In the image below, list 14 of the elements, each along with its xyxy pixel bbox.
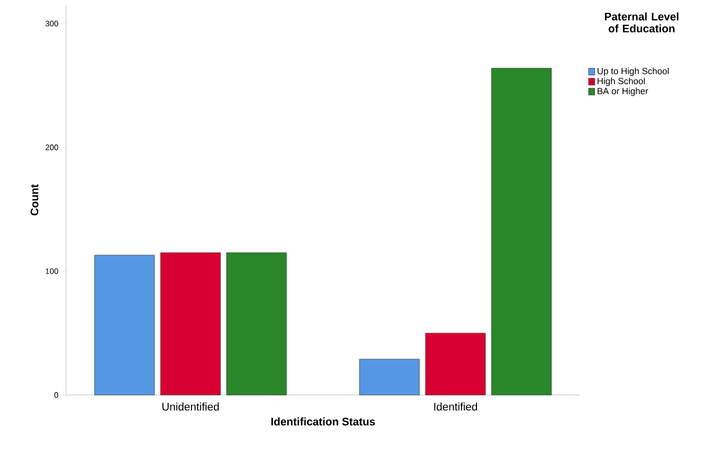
bar	[160, 252, 221, 396]
bar	[425, 332, 486, 396]
legend-label: BA or Higher	[598, 88, 648, 96]
legend-title: Paternal Level of Education	[604, 12, 678, 32]
x-tick-label: Unidentified	[162, 402, 219, 411]
legend-label: High School	[598, 78, 645, 86]
x-axis-title: Identification Status	[271, 417, 375, 426]
bar	[359, 358, 420, 396]
bar	[226, 252, 287, 396]
bar	[491, 68, 552, 396]
x-tick-label: Identified	[434, 402, 478, 411]
y-axis-title: Count	[30, 184, 38, 216]
legend-label: Up to High School	[598, 68, 669, 76]
bar	[94, 254, 155, 396]
